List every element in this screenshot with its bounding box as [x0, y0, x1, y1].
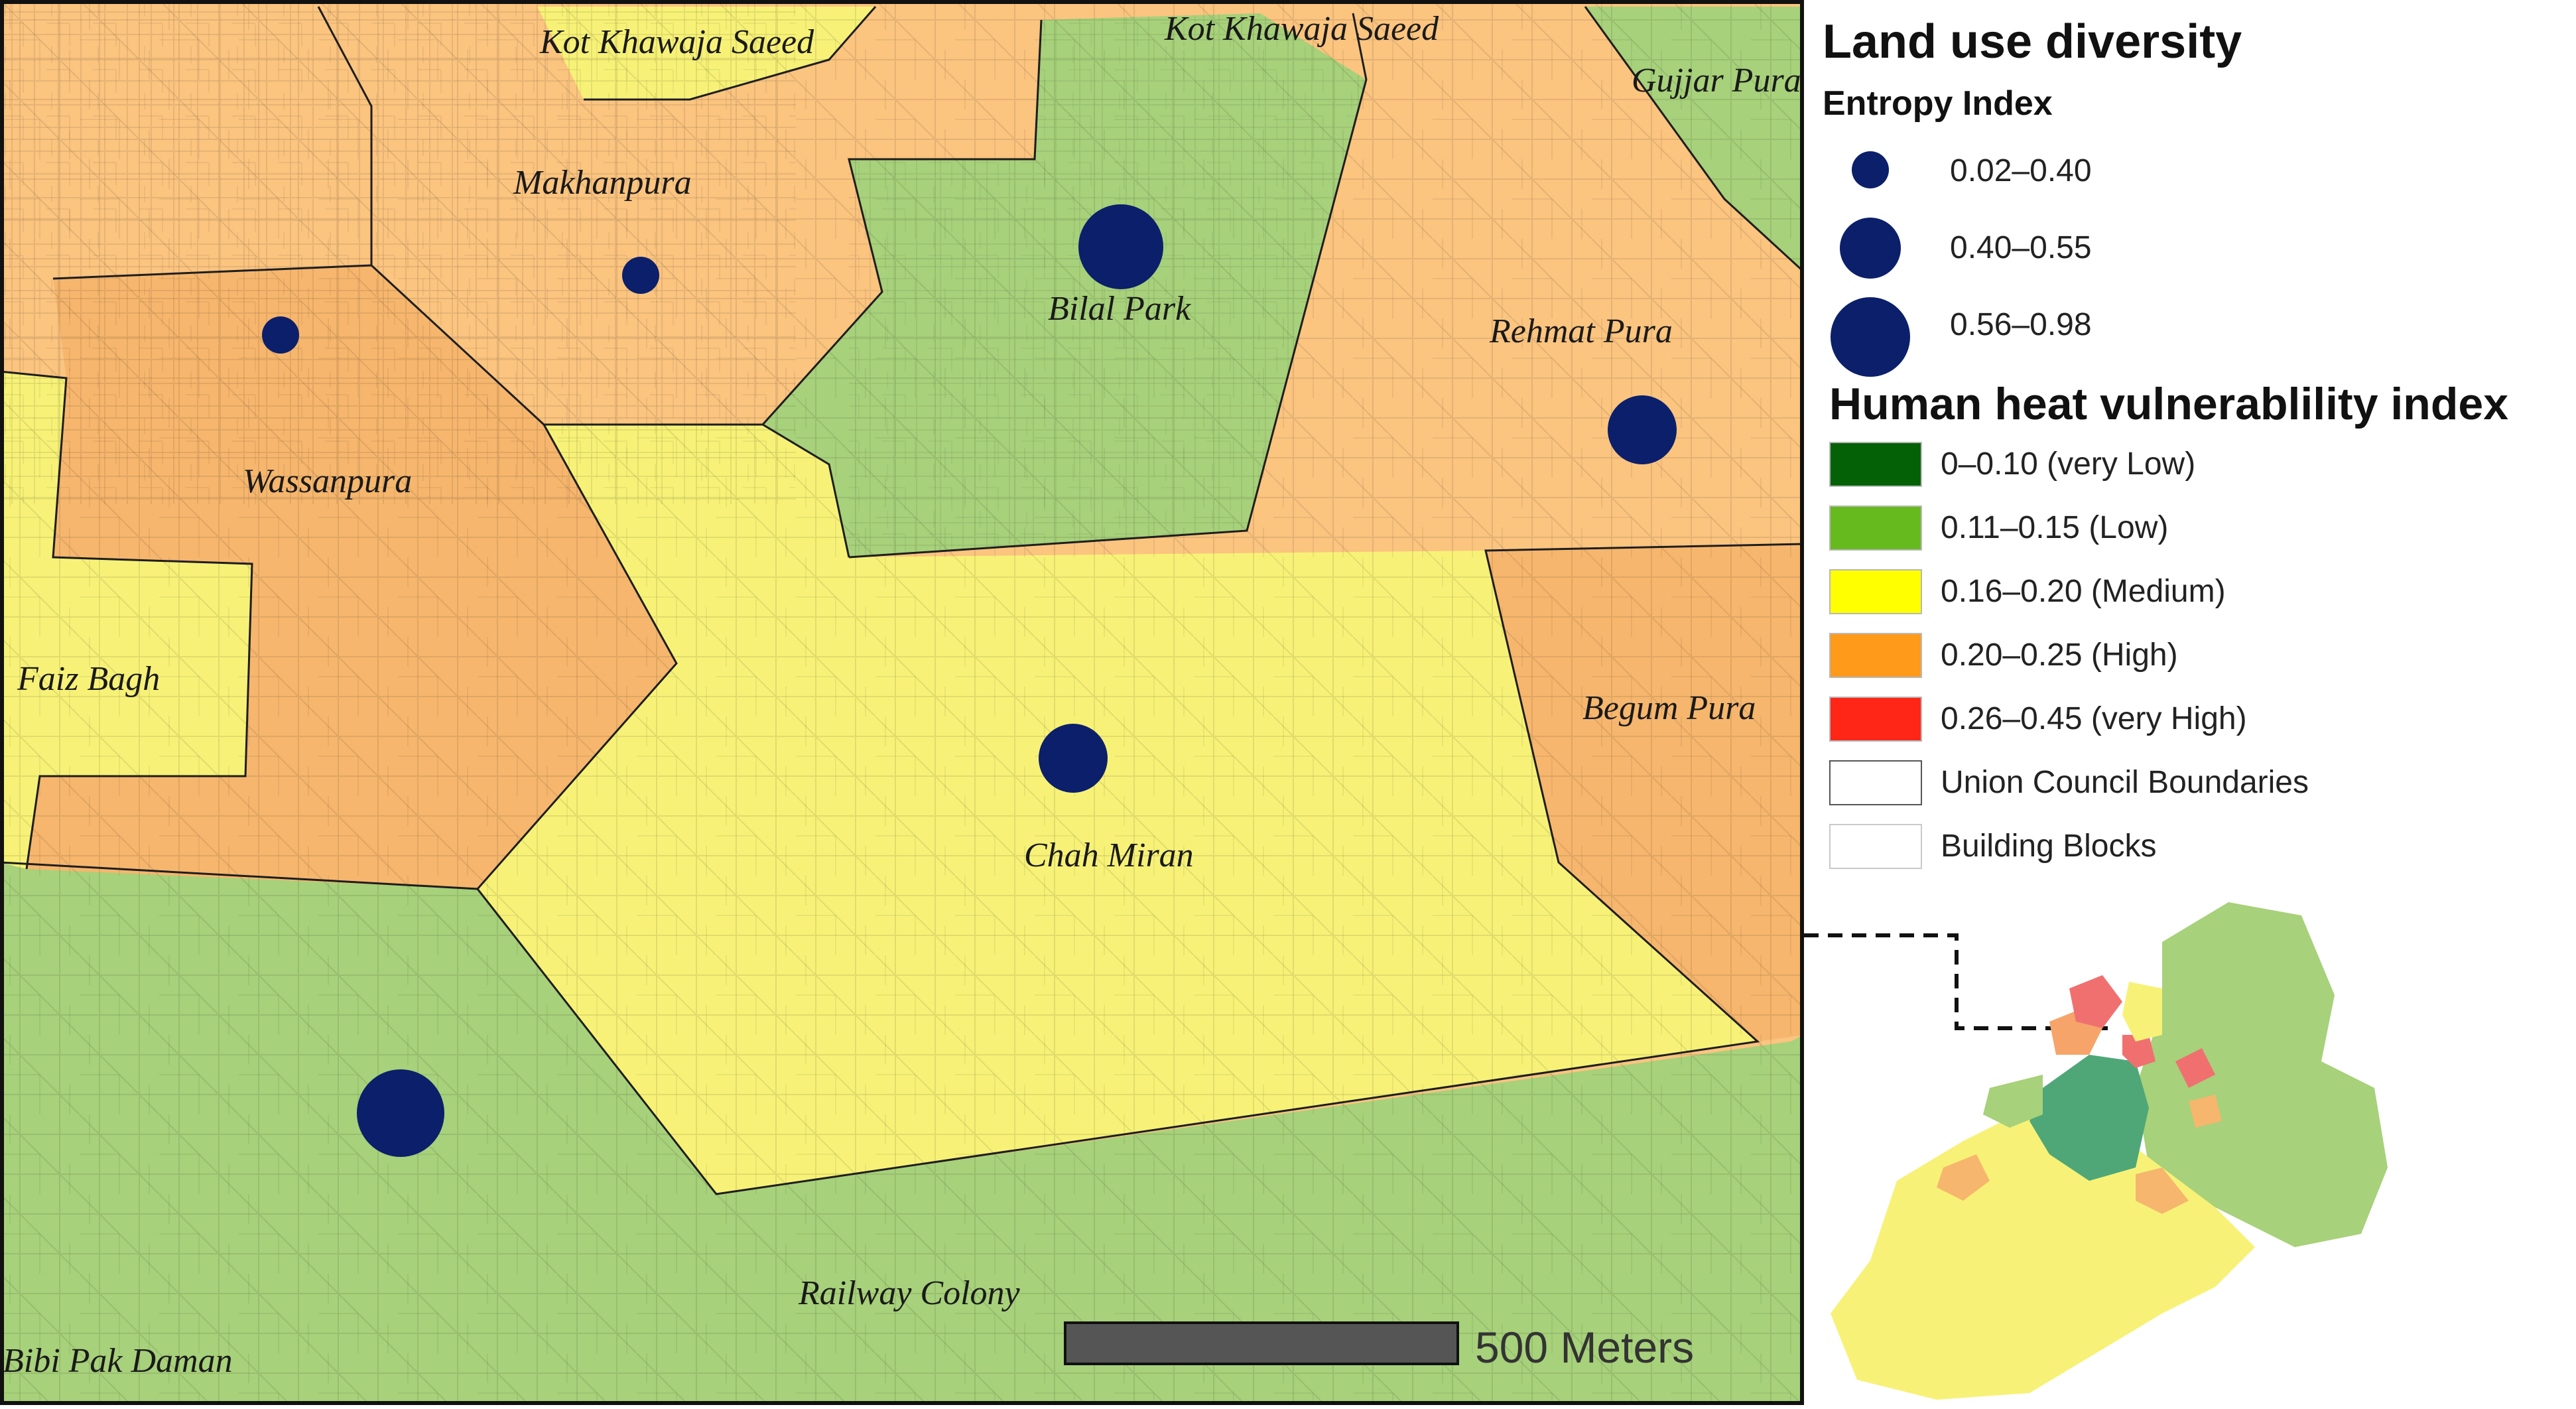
legend-title: Land use diversity	[1823, 15, 2242, 68]
inset-district-medium-north	[2122, 982, 2162, 1041]
place-label: Faiz Bagh	[17, 660, 160, 698]
entropy-dot-makhanpura	[622, 257, 659, 294]
hhvi-class-label: 0.20–0.25 (High)	[1941, 637, 2178, 673]
place-label: Rehmat Pura	[1489, 312, 1673, 350]
inset-district-veryhigh-3	[2175, 1048, 2215, 1088]
place-label: Bilal Park	[1048, 290, 1191, 328]
entropy-dot-rehmat-pura	[1608, 395, 1677, 464]
hhvi-title: Human heat vulnerablility index	[1829, 379, 2509, 429]
place-label: Kot Khawaja Saeed	[1164, 10, 1439, 48]
inset-district-veryhigh-1	[2069, 975, 2122, 1028]
entropy-dot-large-icon	[1831, 297, 1910, 377]
entropy-class-row: 0.02–0.40	[1817, 137, 2282, 216]
hhvi-swatch	[1829, 760, 1922, 805]
inset-district-high-3	[2136, 1168, 2189, 1214]
hhvi-class-row: 0.26–0.45 (very High)	[1829, 697, 2572, 750]
inset-district-veryhigh-2	[2122, 1035, 2156, 1068]
scale-bar	[1064, 1321, 1459, 1365]
inset-leader	[1804, 933, 2116, 1030]
place-label: Kot Khawaja Saeed	[539, 23, 814, 61]
place-label: Gujjar Pura	[1632, 62, 1801, 100]
map-panel[interactable]: Kot Khawaja Saeed Kot Khawaja Saeed Gujj…	[0, 0, 1804, 1405]
entropy-dot-bilal-park	[1078, 204, 1163, 289]
entropy-dot-small-icon	[1852, 151, 1889, 188]
place-label: Bibi Pak Daman	[3, 1342, 233, 1380]
entropy-class-label: 0.02–0.40	[1950, 153, 2092, 188]
place-label: Railway Colony	[798, 1274, 1021, 1312]
hhvi-class-row: 0.20–0.25 (High)	[1829, 633, 2572, 686]
hhvi-class-label: 0.26–0.45 (very High)	[1941, 701, 2247, 736]
entropy-class-row: 0.56–0.98	[1817, 297, 2282, 377]
scale-bar-label: 500 Meters	[1475, 1323, 1694, 1372]
inset-district-low-east	[2136, 902, 2388, 1247]
inset-district-verylow-core	[2029, 1055, 2149, 1181]
entropy-class-row: 0.40–0.55	[1817, 212, 2282, 292]
entropy-dots	[262, 204, 1677, 1157]
entropy-dot-medium-icon	[1840, 218, 1901, 279]
place-label: Begum Pura	[1582, 689, 1756, 727]
entropy-index-title: Entropy Index	[1823, 84, 2053, 123]
map-canvas: Kot Khawaja Saeed Kot Khawaja Saeed Gujj…	[0, 0, 1804, 1405]
hhvi-class-row: 0.16–0.20 (Medium)	[1829, 569, 2572, 622]
place-label: Chah Miran	[1024, 837, 1194, 874]
hhvi-class-label: Building Blocks	[1941, 829, 2157, 864]
hhvi-class-label: 0–0.10 (very Low)	[1941, 446, 2196, 482]
hhvi-swatch	[1829, 442, 1922, 487]
hhvi-class-label: 0.16–0.20 (Medium)	[1941, 574, 2226, 609]
entropy-class-label: 0.40–0.55	[1950, 230, 2092, 265]
place-label: Wassanpura	[243, 462, 412, 500]
hhvi-swatch	[1829, 633, 1922, 678]
inset-overview-map	[1831, 902, 2388, 1400]
map-frame	[0, 0, 1804, 1405]
hhvi-class-label: Union Council Boundaries	[1941, 765, 2309, 800]
place-label: Makhanpura	[513, 164, 692, 202]
hhvi-class-row: 0.11–0.15 (Low)	[1829, 505, 2572, 559]
hhvi-class-row: 0–0.10 (very Low)	[1829, 442, 2572, 495]
inset-district-low-west	[1983, 1075, 2043, 1128]
union-council-boundaries	[0, 6, 1804, 1195]
entropy-dot-chah-miran	[1039, 724, 1108, 793]
inset-district-high-2	[1937, 1154, 1990, 1201]
hhvi-swatch	[1829, 569, 1922, 614]
hhvi-class-row: Union Council Boundaries	[1829, 760, 2572, 813]
entropy-class-label: 0.56–0.98	[1950, 307, 2092, 342]
entropy-dot-wassanpura	[262, 316, 299, 354]
inset-district-high-4	[2189, 1095, 2222, 1128]
hhvi-class-label: 0.11–0.15 (Low)	[1941, 510, 2169, 545]
entropy-dot-railway	[357, 1069, 444, 1157]
legend: Land use diversity Entropy Index 0.02–0.…	[1817, 0, 2576, 876]
hhvi-swatch	[1829, 824, 1922, 869]
hhvi-swatch	[1829, 697, 1922, 742]
hhvi-swatch	[1829, 505, 1922, 551]
hhvi-class-row: Building Blocks	[1829, 824, 2572, 877]
